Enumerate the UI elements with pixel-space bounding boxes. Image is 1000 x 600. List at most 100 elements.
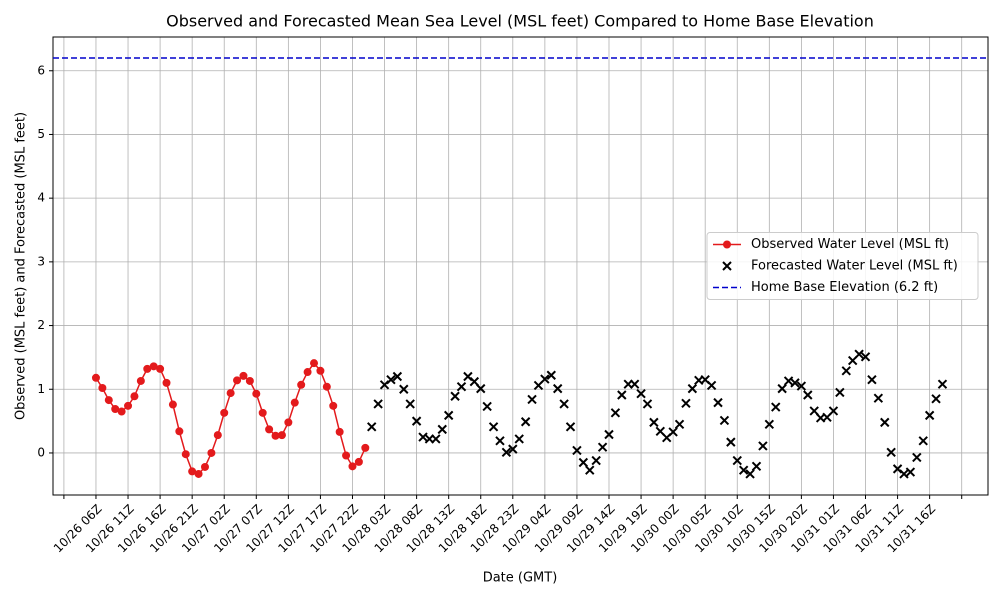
point bbox=[899, 469, 909, 479]
point bbox=[610, 408, 621, 418]
point bbox=[520, 417, 531, 427]
point bbox=[239, 371, 248, 380]
point bbox=[854, 349, 864, 359]
point bbox=[316, 366, 325, 375]
point bbox=[431, 434, 441, 444]
point bbox=[162, 378, 171, 387]
point bbox=[220, 408, 229, 417]
point bbox=[803, 390, 813, 400]
point bbox=[559, 399, 569, 409]
point bbox=[604, 429, 614, 440]
point bbox=[233, 376, 242, 385]
point bbox=[265, 425, 274, 434]
point bbox=[303, 368, 312, 377]
y-axis-label: Observed (MSL feet) and Forecasted (MSL … bbox=[14, 112, 29, 420]
legend-box bbox=[706, 232, 979, 300]
point bbox=[310, 359, 319, 368]
point bbox=[796, 381, 807, 391]
y-tick-label: 6 bbox=[37, 63, 45, 77]
point bbox=[181, 450, 190, 459]
point bbox=[149, 362, 158, 371]
point bbox=[200, 462, 209, 471]
point bbox=[745, 469, 755, 479]
x-axis-label: Date (GMT) bbox=[483, 571, 558, 586]
point bbox=[124, 401, 133, 410]
point bbox=[790, 378, 800, 388]
legend: Observed Water Level (MSL ft) Forecasted … bbox=[706, 232, 979, 300]
point bbox=[367, 422, 377, 432]
point bbox=[751, 461, 762, 472]
point bbox=[540, 374, 550, 384]
point bbox=[886, 447, 896, 458]
point bbox=[636, 389, 646, 399]
point bbox=[777, 383, 787, 394]
y-tick-label: 0 bbox=[37, 445, 45, 459]
y-tick-label: 5 bbox=[37, 127, 45, 141]
legend-marker bbox=[722, 261, 732, 271]
point bbox=[213, 431, 222, 440]
point bbox=[111, 405, 120, 414]
point bbox=[373, 399, 383, 409]
point bbox=[527, 394, 537, 405]
point bbox=[168, 400, 177, 409]
point bbox=[726, 437, 736, 447]
point bbox=[495, 436, 505, 446]
point bbox=[437, 424, 447, 435]
point bbox=[386, 374, 396, 385]
point bbox=[546, 370, 556, 380]
point bbox=[399, 384, 409, 394]
point bbox=[732, 455, 742, 466]
point bbox=[405, 399, 415, 409]
point bbox=[136, 376, 145, 385]
point bbox=[508, 444, 518, 454]
point bbox=[245, 376, 254, 385]
point bbox=[252, 389, 261, 398]
point bbox=[156, 364, 165, 373]
point bbox=[418, 432, 428, 442]
point bbox=[642, 399, 653, 409]
point bbox=[572, 445, 582, 456]
point bbox=[188, 467, 197, 476]
point bbox=[835, 387, 845, 398]
point bbox=[931, 394, 941, 404]
point bbox=[450, 391, 460, 401]
point bbox=[597, 442, 608, 452]
point bbox=[143, 364, 152, 373]
point bbox=[738, 465, 749, 475]
point bbox=[104, 396, 113, 405]
point bbox=[668, 427, 678, 437]
legend-marker bbox=[723, 240, 731, 249]
point bbox=[175, 427, 184, 436]
point bbox=[277, 431, 286, 440]
point bbox=[117, 407, 126, 416]
point bbox=[841, 366, 851, 376]
point bbox=[924, 410, 935, 421]
point bbox=[335, 427, 344, 436]
point bbox=[501, 447, 512, 458]
point bbox=[674, 419, 685, 430]
point bbox=[649, 417, 659, 428]
point bbox=[443, 410, 454, 421]
point bbox=[591, 455, 601, 466]
point bbox=[809, 406, 819, 416]
point bbox=[226, 389, 235, 398]
point bbox=[880, 417, 890, 428]
point bbox=[617, 390, 627, 400]
point bbox=[565, 422, 576, 432]
legend-label: Forecasted Water Level (MSL ft) bbox=[751, 259, 958, 274]
point bbox=[912, 452, 922, 463]
point bbox=[456, 382, 467, 392]
y-tick-label: 4 bbox=[37, 191, 45, 205]
point bbox=[578, 457, 589, 468]
point bbox=[207, 448, 216, 457]
point bbox=[828, 406, 839, 416]
point bbox=[194, 469, 203, 478]
y-tick-label: 3 bbox=[37, 254, 45, 268]
point bbox=[867, 374, 877, 385]
point bbox=[329, 401, 338, 410]
point bbox=[713, 397, 723, 408]
point bbox=[918, 436, 928, 446]
point bbox=[258, 408, 267, 417]
point bbox=[476, 383, 486, 394]
